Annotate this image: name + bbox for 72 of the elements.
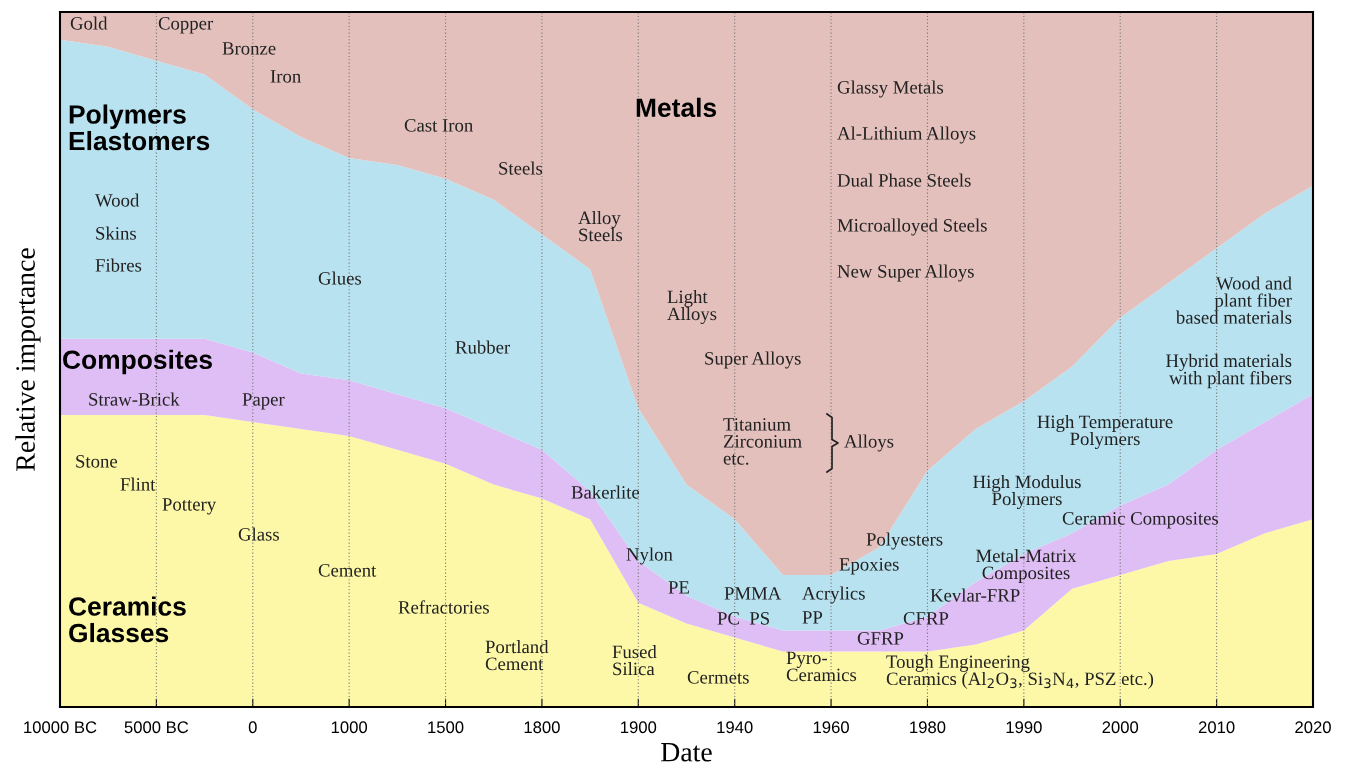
annotation: Iron: [270, 70, 301, 83]
annotation: New Super Alloys: [837, 264, 974, 282]
annotation: Portland Cement: [485, 640, 549, 671]
x-tick-label: 1800: [524, 721, 560, 734]
annotation: Acrylics: [802, 586, 865, 604]
annotation: Stone: [76, 455, 118, 468]
annotation: Skins: [96, 226, 137, 240]
annotation: PE: [668, 581, 689, 594]
annotation: Kevlar-FRP: [930, 588, 1020, 602]
annotation: Light Alloys: [667, 289, 717, 325]
x-tick-label: 1500: [428, 721, 464, 734]
series-label: Metals: [636, 97, 717, 118]
annotation: Rubber: [455, 340, 511, 354]
annotation: Metal-Matrix Composites: [976, 549, 1077, 583]
annotation: Cement: [318, 564, 377, 577]
x-tick-label: 1990: [1006, 721, 1042, 734]
x-tick-label: 1960: [813, 721, 849, 734]
annotation: Wood: [95, 193, 140, 207]
text: Tough Engineering Ceramics (Al$_{2}$O$_{3}$, Si$_{3}$N$_{4}$, PSZ etc.): [886, 654, 1154, 689]
annotation: Bakerlite: [571, 485, 640, 499]
annotation: Epoxies: [839, 558, 899, 575]
annotation: Cast Iron: [404, 119, 473, 132]
x-tick-label: 1980: [910, 721, 946, 734]
annotation: Al-Lithium Alloys: [837, 126, 976, 144]
annotation: Gold: [70, 16, 108, 30]
annotation: Paper: [242, 393, 285, 410]
x-tick-label: 5000 BC: [124, 721, 189, 734]
annotation: Steels: [499, 161, 543, 175]
x-tick-label: 1900: [621, 721, 657, 734]
series-label: Ceramics Glasses: [69, 596, 186, 643]
annotation: PP: [802, 611, 823, 624]
annotation: Copper: [158, 17, 214, 34]
annotation: GFRP: [857, 632, 904, 645]
x-axis-title: Date: [661, 743, 712, 762]
annotation: Microalloyed Steels: [837, 218, 987, 236]
annotation: Ceramic Composites: [1062, 512, 1219, 529]
annotation: CFRP: [903, 612, 949, 625]
annotation: Fused Silica: [612, 645, 657, 676]
annotation: Cermets: [687, 671, 749, 684]
x-tick-label: 1000: [331, 721, 368, 734]
annotation: Titanium Zirconium etc.: [723, 418, 802, 465]
x-tick-label: 10000 BC: [24, 721, 97, 734]
x-tick-label: 1940: [717, 721, 753, 734]
annotation: Wood and plant fiber based materials: [1175, 276, 1292, 324]
annotation: Super Alloys: [705, 351, 801, 369]
annotation: Refractories: [398, 600, 489, 614]
annotation: Bronze: [222, 42, 276, 55]
annotation: High Temperature Polymers: [1037, 414, 1173, 450]
annotation: Hybrid materials with plant fibers: [1166, 353, 1292, 389]
y-axis-title: Relative importance: [15, 248, 41, 471]
annotation: Nylon: [626, 547, 673, 565]
annotation: PC PS: [717, 612, 769, 625]
annotation: Glass: [238, 527, 279, 541]
annotation: Pottery: [162, 498, 217, 515]
x-tick-label: 0: [248, 721, 257, 734]
annotation: Pyro- Ceramics: [786, 651, 857, 682]
x-tick-label: 2020: [1295, 721, 1331, 734]
x-tick-label: 2010: [1198, 721, 1235, 734]
annotation: Dual Phase Steels: [837, 173, 971, 187]
series-label: Polymers Elastomers: [69, 104, 210, 151]
annotation: Alloys: [844, 434, 894, 452]
annotation: Alloy Steels: [578, 210, 623, 242]
annotation: PMMA: [724, 587, 782, 600]
series-label: Composites: [63, 349, 212, 375]
annotation: Straw-Brick: [89, 392, 180, 406]
x-tick-label: 2000: [1102, 721, 1139, 734]
annotation: Flint: [120, 477, 156, 491]
annotation: Fibres: [95, 258, 142, 272]
annotation: Glues: [318, 271, 362, 285]
annotation: Polyesters: [866, 532, 943, 550]
annotation: High Modulus Polymers: [973, 474, 1081, 510]
annotation: Glassy Metals: [837, 80, 944, 98]
